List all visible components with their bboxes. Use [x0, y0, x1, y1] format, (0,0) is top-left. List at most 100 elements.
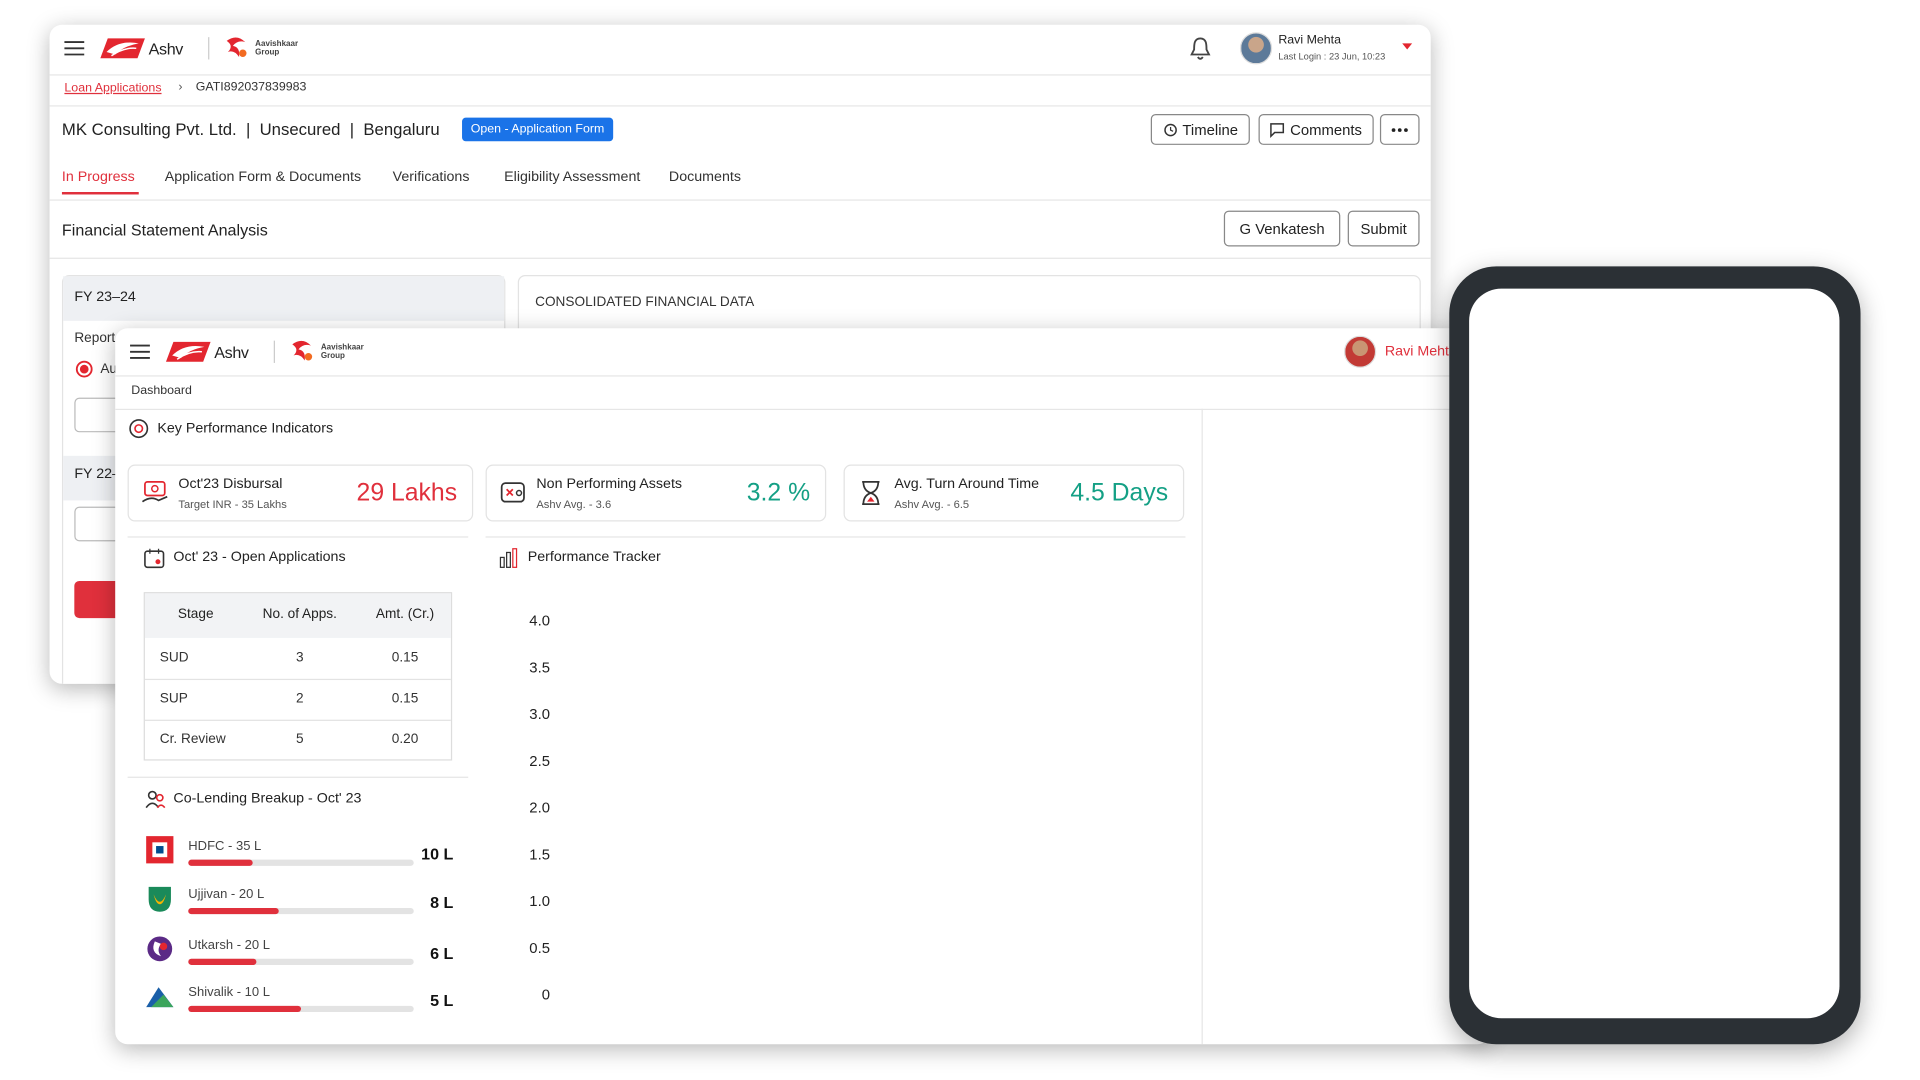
- partner-mark: [292, 340, 313, 361]
- fy-header: [63, 276, 505, 321]
- table-cell: 0.15: [391, 650, 419, 666]
- tab[interactable]: Application Form & Documents: [164, 169, 362, 185]
- y-tick-label: 2.5: [529, 754, 550, 770]
- progress-bar: [188, 958, 256, 965]
- section-title: Key Performance Indicators: [157, 421, 334, 436]
- progress-track: [188, 958, 414, 965]
- divider: [127, 536, 469, 538]
- table-cell: 5: [295, 732, 304, 748]
- kpi-card: Non Performing Assets Ashv Avg. - 3.6 3.2 …: [485, 464, 827, 522]
- performance-chart: 00.51.01.52.02.53.03.54.0AprMayJuneJulyA…: [529, 614, 550, 1004]
- lender-name: Shivalik - 10 L: [188, 984, 270, 1000]
- people-icon: [145, 790, 166, 809]
- button-text: Submit: [1360, 219, 1407, 238]
- lender-value: 6 L: [430, 943, 454, 963]
- y-tick-label: 0.5: [529, 941, 550, 957]
- lender-value: 10 L: [421, 844, 454, 864]
- progress-track: [188, 859, 414, 866]
- tab[interactable]: Eligibility Assessment: [504, 169, 641, 185]
- divider: [144, 719, 451, 721]
- divider: [49, 105, 1431, 107]
- kpi-subtitle: Target INR - 35 Lakhs: [178, 497, 287, 510]
- partner-sub: Group: [320, 352, 345, 362]
- lender-logo: [146, 987, 174, 1008]
- report-label: Report: [74, 331, 116, 346]
- y-tick-label: 1.5: [529, 847, 550, 863]
- tab[interactable]: In Progress: [61, 169, 135, 185]
- brand-name: Ashv: [148, 39, 184, 59]
- divider: [127, 776, 469, 778]
- button-label: Timeline: [1152, 115, 1249, 143]
- divider: [115, 375, 1491, 377]
- kpi-value: 4.5 Days: [1070, 479, 1169, 507]
- partner-mark: [226, 37, 247, 57]
- kpi-subtitle: Ashv Avg. - 6.5: [894, 497, 970, 510]
- section-title: Oct' 23 - Open Applications: [173, 549, 346, 565]
- brand-mark: [100, 38, 145, 59]
- button[interactable]: Submit: [1347, 210, 1420, 247]
- breadcrumb-separator-icon: ›: [178, 80, 183, 95]
- kpi-card-icon: [141, 480, 168, 503]
- kpi-card: Avg. Turn Around Time Ashv Avg. - 6.5 4.5 …: [843, 464, 1185, 522]
- button-label: G Venkatesh: [1225, 212, 1339, 245]
- bell-icon: [1190, 37, 1211, 60]
- breadcrumb-current: GATI892037839983: [195, 80, 307, 95]
- phone-screen: [1469, 288, 1840, 1019]
- kpi-value: 3.2 %: [746, 479, 811, 507]
- divider: [115, 408, 1491, 411]
- dashboard-window: Ashv Aavishkaar Group Ravi Mehta Dashboard Ke…: [115, 328, 1491, 1045]
- kpi-card-icon: [500, 482, 525, 503]
- progress-bar: [188, 1005, 302, 1013]
- progress-track: [188, 1005, 414, 1013]
- table-cell: 0.15: [391, 691, 419, 707]
- kpi-value: 29 Lakhs: [356, 479, 458, 507]
- button[interactable]: G Venkatesh: [1223, 210, 1341, 247]
- tab[interactable]: Verifications: [392, 169, 470, 185]
- button-label: Comments: [1260, 115, 1373, 143]
- phone: [1449, 266, 1861, 1045]
- section-title: Co-Lending Breakup - Oct' 23: [173, 791, 362, 807]
- y-tick-label: 0: [542, 988, 550, 1004]
- fy-title: FY 23–24: [74, 289, 136, 305]
- brand-mark: [165, 341, 211, 362]
- kpi-title: Oct'23 Disbursal: [178, 476, 283, 492]
- tab[interactable]: Documents: [668, 169, 741, 185]
- breadcrumb-link[interactable]: Loan Applications: [64, 81, 162, 96]
- table-header-bg: [144, 593, 451, 638]
- button-icon: [1163, 123, 1177, 136]
- table-header: No. of Apps.: [262, 607, 337, 623]
- divider: [208, 37, 210, 60]
- y-tick-label: 3.0: [529, 707, 550, 723]
- kpi-title: Non Performing Assets: [536, 476, 683, 492]
- user-name: Ravi Mehta: [1278, 33, 1342, 48]
- kpi-icon: [129, 419, 149, 439]
- last-login: Last Login : 23 Jun, 10:23: [1278, 50, 1386, 62]
- divider: [1201, 408, 1203, 1045]
- caret: [1402, 43, 1413, 50]
- kpi-card-icon: [862, 480, 880, 506]
- breadcrumb: Dashboard: [131, 384, 192, 398]
- lender-name: Utkarsh - 20 L: [188, 937, 270, 953]
- partner-sub: Group: [255, 48, 280, 58]
- button-icon: [1270, 122, 1285, 138]
- table-header: Stage: [177, 607, 214, 623]
- chart-icon: [499, 548, 518, 568]
- user-name: Ravi Mehta: [1384, 344, 1457, 360]
- table-cell: 3: [295, 650, 304, 666]
- divider: [49, 199, 1431, 201]
- partner-name: Aavishkaar: [320, 343, 364, 353]
- more-button[interactable]: [1379, 113, 1420, 145]
- button-text: G Venkatesh: [1239, 219, 1325, 238]
- kpi-title: Avg. Turn Around Time: [894, 476, 1040, 492]
- table-cell: SUP: [159, 691, 188, 707]
- page-title: MK Consulting Pvt. Ltd. | Unsecured | Be…: [61, 119, 440, 139]
- button[interactable]: Timeline: [1150, 113, 1250, 145]
- progress-bar: [188, 907, 279, 915]
- button[interactable]: Comments: [1258, 113, 1374, 145]
- divider: [273, 340, 275, 363]
- section-title: Performance Tracker: [527, 549, 661, 565]
- progress-track: [188, 907, 414, 915]
- lender-name: HDFC - 35 L: [188, 838, 262, 854]
- table-cell: SUD: [159, 650, 189, 666]
